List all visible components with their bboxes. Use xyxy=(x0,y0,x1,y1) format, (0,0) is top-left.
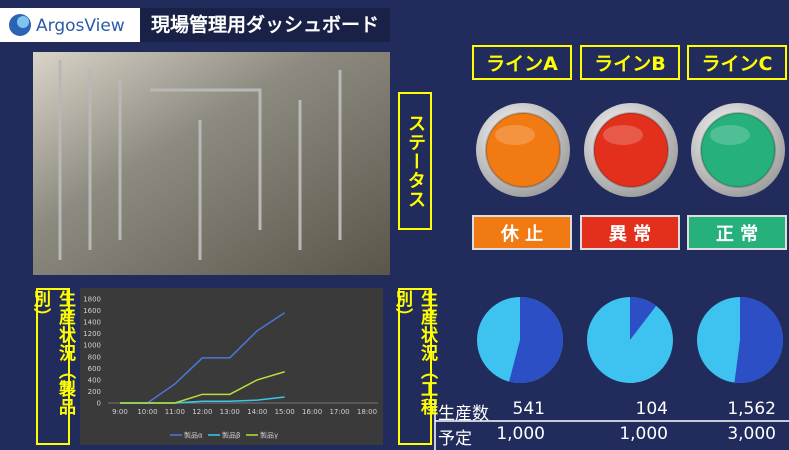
line-name: ラインC xyxy=(687,45,787,80)
y-tick-label: 1600 xyxy=(83,307,101,315)
x-tick-label: 12:00 xyxy=(192,408,212,416)
status-light xyxy=(486,113,560,187)
dashboard: ArgosView 現場管理用ダッシュボード 0 200 400 600 800 1000… xyxy=(0,0,789,450)
y-tick-label: 400 xyxy=(88,376,101,384)
y-tick-label: 0 xyxy=(97,400,101,408)
x-tick-label: 11:00 xyxy=(165,408,185,416)
legend-label: 製品β xyxy=(222,431,240,440)
plan-label: 予定 xyxy=(438,424,472,449)
actual-value: 104 xyxy=(636,399,668,419)
pie-slice xyxy=(734,297,783,383)
x-tick-label: 14:00 xyxy=(247,408,267,416)
actual-value: 541 xyxy=(513,399,545,419)
y-tick-label: 1200 xyxy=(83,330,101,338)
line-name: ラインB xyxy=(580,45,680,80)
logo-text: ArgosView xyxy=(36,16,125,36)
status-light xyxy=(701,113,775,187)
x-tick-label: 16:00 xyxy=(302,408,322,416)
status-label: ステータス xyxy=(398,92,432,230)
x-tick-label: 9:00 xyxy=(112,408,128,416)
status-button: 異 常 xyxy=(580,215,680,250)
x-tick-label: 18:00 xyxy=(357,408,377,416)
process-label: 生産状況（工程別） xyxy=(398,288,432,445)
light-glare xyxy=(710,125,750,145)
y-tick-label: 600 xyxy=(88,365,101,373)
x-tick-label: 10:00 xyxy=(137,408,157,416)
line-name: ラインA xyxy=(472,45,572,80)
legend-label: 製品γ xyxy=(260,431,278,440)
x-tick-label: 17:00 xyxy=(329,408,349,416)
x-tick-label: 15:00 xyxy=(275,408,295,416)
status-button: 正 常 xyxy=(687,215,787,250)
logo-icon xyxy=(17,16,29,28)
plan-value: 1,000 xyxy=(496,424,545,444)
camera-photo xyxy=(33,52,390,275)
status-light xyxy=(594,113,668,187)
status-button: 休 止 xyxy=(472,215,572,250)
plan-value: 1,000 xyxy=(619,424,668,444)
legend-label: 製品α xyxy=(184,431,203,440)
product-label: 生産状況（製品別） xyxy=(36,288,70,445)
actual-label: 生産数 xyxy=(438,399,489,424)
y-tick-label: 200 xyxy=(88,388,101,396)
plan-value: 3,000 xyxy=(727,424,776,444)
y-tick-label: 1800 xyxy=(83,296,101,304)
y-tick-label: 800 xyxy=(88,353,101,361)
chart-bg xyxy=(80,288,383,445)
y-tick-label: 1400 xyxy=(83,319,101,327)
actual-value: 1,562 xyxy=(727,399,776,419)
y-tick-label: 1000 xyxy=(83,342,101,350)
light-glare xyxy=(603,125,643,145)
page-title: 現場管理用ダッシュボード xyxy=(151,13,379,36)
light-glare xyxy=(495,125,535,145)
x-tick-label: 13:00 xyxy=(220,408,240,416)
